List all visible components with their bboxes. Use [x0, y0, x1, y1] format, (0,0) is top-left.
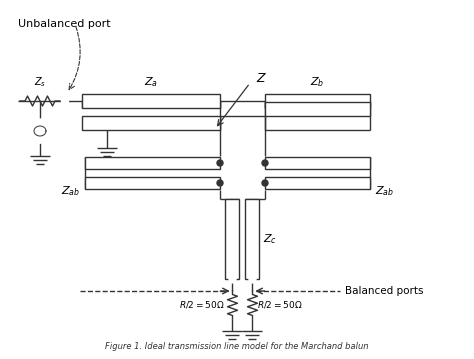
Text: $Z_{ab}$: $Z_{ab}$ — [375, 184, 394, 198]
Bar — [265, 94, 370, 108]
Text: $Z_c$: $Z_c$ — [264, 232, 278, 246]
Text: Figure 1. Ideal transmission line model for the Marchand balun: Figure 1. Ideal transmission line model … — [105, 342, 369, 351]
Circle shape — [262, 180, 268, 186]
Bar — [85, 177, 220, 189]
Bar — [82, 94, 220, 108]
Circle shape — [28, 119, 52, 143]
Text: $Z_{ab}$: $Z_{ab}$ — [61, 184, 80, 198]
Text: $Z_s$: $Z_s$ — [34, 75, 46, 89]
Bar — [265, 102, 370, 116]
Circle shape — [217, 160, 223, 166]
Circle shape — [217, 180, 223, 186]
Text: $Z_b$: $Z_b$ — [310, 75, 325, 89]
Text: Balanced ports: Balanced ports — [345, 286, 423, 296]
Bar — [246, 199, 259, 279]
Text: $Z_a$: $Z_a$ — [144, 75, 158, 89]
Text: Unbalanced port: Unbalanced port — [18, 19, 110, 29]
Text: $R/2=50\Omega$: $R/2=50\Omega$ — [179, 299, 225, 311]
Bar — [265, 157, 370, 169]
Circle shape — [229, 275, 236, 283]
Bar — [85, 157, 220, 169]
Circle shape — [249, 275, 256, 283]
Bar — [265, 177, 370, 189]
Circle shape — [262, 160, 268, 166]
Circle shape — [62, 98, 69, 104]
Bar — [82, 116, 220, 130]
Bar — [226, 199, 239, 279]
Text: $R/2=50\Omega$: $R/2=50\Omega$ — [257, 299, 303, 311]
Text: $Z$: $Z$ — [256, 73, 267, 85]
